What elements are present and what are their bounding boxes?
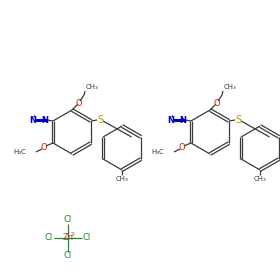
Text: H₃C: H₃C: [13, 149, 26, 155]
Text: +: +: [32, 114, 36, 119]
Text: O: O: [41, 143, 47, 151]
Text: Cl: Cl: [45, 234, 53, 242]
Text: 2-: 2-: [70, 232, 76, 237]
Text: CH₃: CH₃: [224, 84, 237, 90]
Text: H₃C: H₃C: [151, 149, 164, 155]
Text: CH₃: CH₃: [116, 176, 129, 182]
Text: N: N: [167, 116, 174, 125]
Text: Zn: Zn: [62, 234, 74, 242]
Text: Cl: Cl: [64, 251, 72, 260]
Text: S: S: [235, 115, 241, 125]
Text: N: N: [179, 116, 186, 125]
Text: +: +: [170, 114, 174, 119]
Text: CH₃: CH₃: [86, 84, 99, 90]
Text: N: N: [41, 116, 48, 125]
Text: CH₃: CH₃: [254, 176, 267, 182]
Text: O: O: [76, 99, 82, 108]
Text: O: O: [214, 99, 220, 108]
Text: S: S: [97, 115, 103, 125]
Text: O: O: [179, 143, 185, 151]
Text: Cl: Cl: [64, 216, 72, 225]
Text: N: N: [29, 116, 36, 125]
Text: Cl: Cl: [83, 234, 91, 242]
